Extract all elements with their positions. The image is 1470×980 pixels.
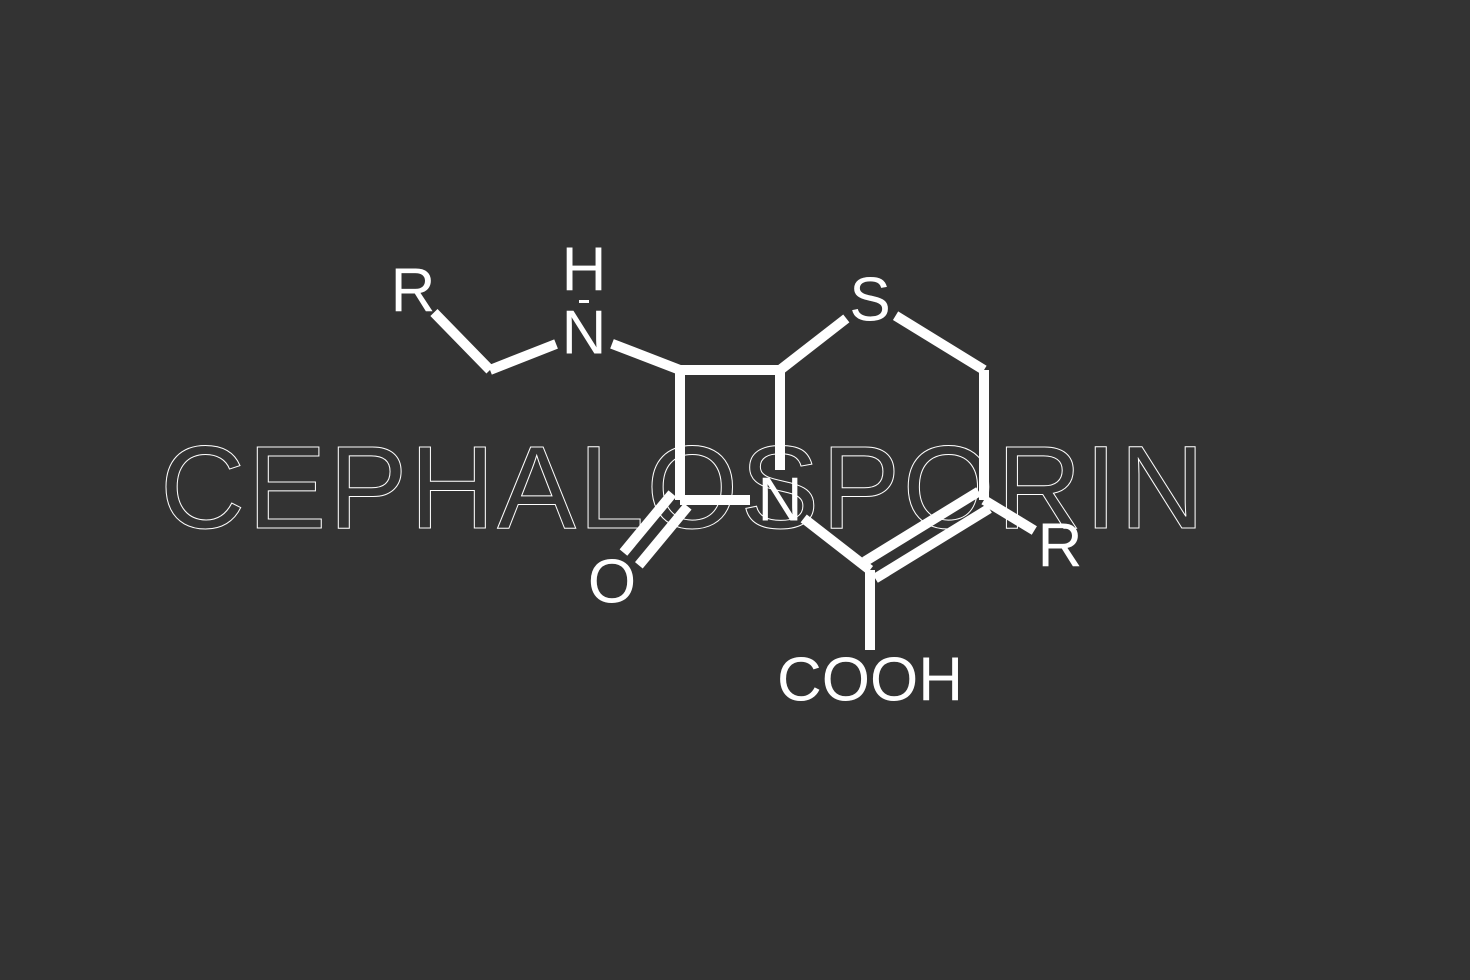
atom-o1: O: [588, 547, 636, 618]
diagram-canvas: CEPHALOSPORIN RNHSRCOOHNO: [0, 0, 1470, 980]
atom-s1: S: [849, 265, 890, 336]
bond-lines: [0, 0, 1470, 980]
atom-r1: R: [391, 256, 436, 327]
atom-r2: R: [1038, 511, 1083, 582]
atom-cooh: COOH: [777, 645, 963, 716]
atom-n2: N: [758, 465, 803, 536]
atom-h1: H: [562, 235, 607, 306]
atom-n1: N: [562, 298, 607, 369]
